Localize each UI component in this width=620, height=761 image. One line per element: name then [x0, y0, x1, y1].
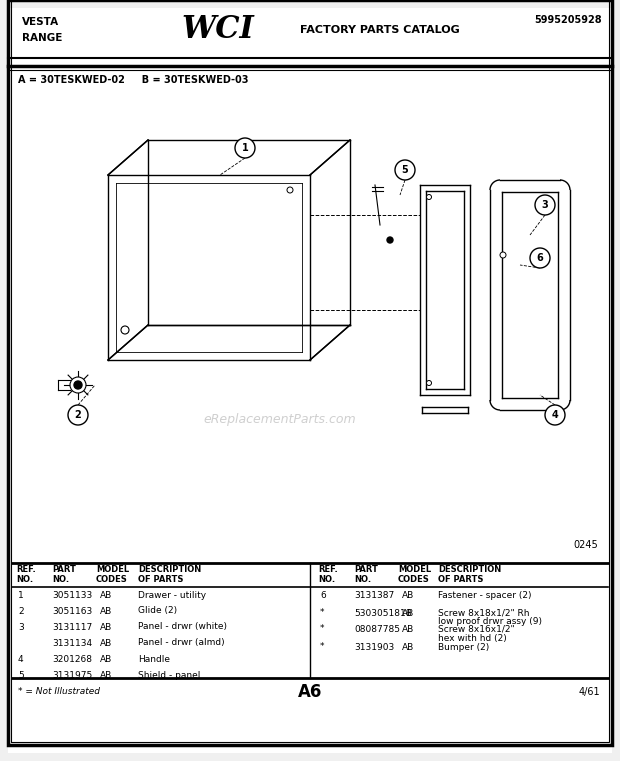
Circle shape [387, 237, 393, 243]
Text: *: * [320, 625, 324, 633]
Text: 08087785: 08087785 [354, 625, 400, 633]
Text: Fastener - spacer (2): Fastener - spacer (2) [438, 591, 531, 600]
Text: VESTA: VESTA [22, 17, 59, 27]
Text: 3131134: 3131134 [52, 638, 92, 648]
Text: AB: AB [100, 638, 112, 648]
Text: PART: PART [52, 565, 76, 575]
Text: Shield - panel: Shield - panel [138, 670, 200, 680]
Text: Bumper (2): Bumper (2) [438, 642, 489, 651]
Text: REF.: REF. [16, 565, 36, 575]
Circle shape [500, 252, 506, 258]
Text: 1: 1 [242, 143, 249, 153]
Text: WCI: WCI [182, 14, 254, 46]
Text: 3: 3 [542, 200, 548, 210]
Text: 3131117: 3131117 [52, 622, 92, 632]
Text: 4: 4 [18, 654, 24, 664]
Text: 6: 6 [537, 253, 543, 263]
Text: 4/61: 4/61 [578, 687, 600, 697]
Text: Panel - drwr (almd): Panel - drwr (almd) [138, 638, 224, 648]
Text: 5303051818: 5303051818 [354, 609, 412, 617]
Circle shape [74, 381, 82, 389]
Text: 3: 3 [18, 622, 24, 632]
Text: 3051163: 3051163 [52, 607, 92, 616]
Text: CODES: CODES [398, 575, 430, 584]
Circle shape [121, 326, 129, 334]
Text: A6: A6 [298, 683, 322, 701]
Text: CODES: CODES [96, 575, 128, 584]
Text: AB: AB [100, 607, 112, 616]
Text: * = Not Illustrated: * = Not Illustrated [18, 687, 100, 696]
Circle shape [68, 405, 88, 425]
Text: AB: AB [100, 654, 112, 664]
Text: AB: AB [402, 625, 414, 633]
Text: DESCRIPTION: DESCRIPTION [138, 565, 202, 575]
Text: AB: AB [100, 670, 112, 680]
Text: hex with hd (2): hex with hd (2) [438, 633, 507, 642]
Text: MODEL: MODEL [96, 565, 129, 575]
Text: 5995205928: 5995205928 [534, 15, 602, 25]
Text: 3201268: 3201268 [52, 654, 92, 664]
Text: 3131387: 3131387 [354, 591, 394, 600]
Circle shape [545, 405, 565, 425]
Circle shape [530, 248, 550, 268]
Text: AB: AB [402, 609, 414, 617]
Text: 0245: 0245 [574, 540, 598, 550]
Text: RANGE: RANGE [22, 33, 63, 43]
Circle shape [287, 187, 293, 193]
Text: Drawer - utility: Drawer - utility [138, 591, 206, 600]
Text: OF PARTS: OF PARTS [438, 575, 484, 584]
Text: Panel - drwr (white): Panel - drwr (white) [138, 622, 227, 632]
Text: AB: AB [402, 642, 414, 651]
Text: NO.: NO. [52, 575, 69, 584]
Text: 3051133: 3051133 [52, 591, 92, 600]
Text: AB: AB [402, 591, 414, 600]
Text: *: * [320, 609, 324, 617]
Text: 1: 1 [18, 591, 24, 600]
Text: AB: AB [100, 622, 112, 632]
Text: A = 30TESKWED-02     B = 30TESKWED-03: A = 30TESKWED-02 B = 30TESKWED-03 [18, 75, 249, 85]
Circle shape [70, 377, 86, 393]
Text: Screw 8x18x1/2" Rh: Screw 8x18x1/2" Rh [438, 609, 529, 617]
Text: FACTORY PARTS CATALOG: FACTORY PARTS CATALOG [300, 25, 460, 35]
Text: DESCRIPTION: DESCRIPTION [438, 565, 501, 575]
Text: MODEL: MODEL [398, 565, 431, 575]
Text: Screw 8x16x1/2": Screw 8x16x1/2" [438, 625, 515, 633]
Text: 5: 5 [18, 670, 24, 680]
Text: 2: 2 [74, 410, 81, 420]
Circle shape [427, 380, 432, 386]
Text: Handle: Handle [138, 654, 170, 664]
Circle shape [235, 138, 255, 158]
Circle shape [427, 195, 432, 199]
Circle shape [535, 195, 555, 215]
Text: 6: 6 [320, 591, 326, 600]
Circle shape [395, 160, 415, 180]
Text: low proof drwr assy (9): low proof drwr assy (9) [438, 617, 542, 626]
Text: *: * [320, 642, 324, 651]
Text: PART: PART [354, 565, 378, 575]
Text: NO.: NO. [354, 575, 371, 584]
Text: 5: 5 [402, 165, 409, 175]
Text: REF.: REF. [318, 565, 338, 575]
Text: 2: 2 [18, 607, 24, 616]
Text: eReplacementParts.com: eReplacementParts.com [204, 413, 356, 426]
Text: NO.: NO. [16, 575, 33, 584]
Text: 4: 4 [552, 410, 559, 420]
Text: AB: AB [100, 591, 112, 600]
Text: 3131903: 3131903 [354, 642, 394, 651]
Text: NO.: NO. [318, 575, 335, 584]
Text: OF PARTS: OF PARTS [138, 575, 184, 584]
Text: 3131975: 3131975 [52, 670, 92, 680]
Text: Glide (2): Glide (2) [138, 607, 177, 616]
